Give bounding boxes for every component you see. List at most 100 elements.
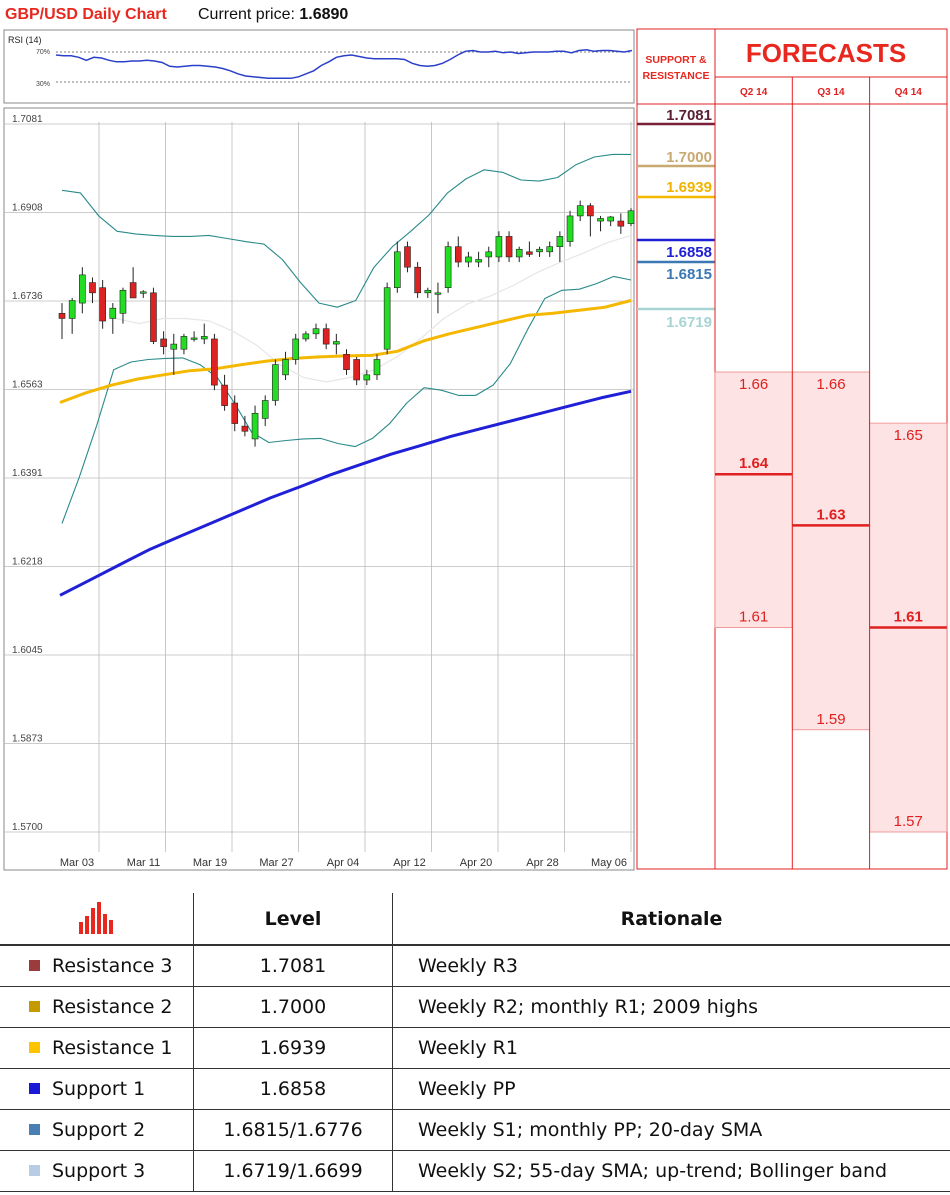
bar-chart-icon bbox=[78, 902, 113, 934]
current-price-value: 1.6890 bbox=[299, 6, 348, 23]
row-rationale: Weekly S1; monthly PP; 20-day SMA bbox=[392, 1109, 950, 1151]
sma-blue bbox=[59, 389, 632, 597]
candle-body bbox=[597, 218, 604, 222]
y-tick-label: 1.6563 bbox=[12, 380, 43, 391]
candle-body bbox=[272, 364, 279, 401]
table-row: Resistance 1 1.6939 Weekly R1 bbox=[0, 1027, 950, 1069]
candle-body bbox=[200, 336, 208, 340]
forecast-quarter-label: Q3 14 bbox=[817, 87, 845, 98]
rsi-70-label: 70% bbox=[36, 49, 50, 56]
level-label: 1.7081 bbox=[666, 107, 712, 124]
row-rationale: Weekly S2; 55-day SMA; up-trend; Bolling… bbox=[392, 1150, 950, 1192]
level-label: 1.6815 bbox=[666, 266, 712, 283]
table-row: Support 2 1.6815/1.6776 Weekly S1; month… bbox=[0, 1109, 950, 1151]
candle-body bbox=[475, 259, 482, 263]
legend-swatch bbox=[29, 1124, 40, 1135]
row-rationale: Weekly R2; monthly R1; 2009 highs bbox=[392, 986, 950, 1028]
rsi-30-label: 30% bbox=[36, 81, 50, 88]
candle-body bbox=[129, 282, 137, 299]
forecast-low: 1.59 bbox=[816, 711, 845, 728]
bar-chart-icon-cell bbox=[0, 893, 194, 946]
candle-body bbox=[414, 266, 421, 294]
candle-body bbox=[383, 287, 391, 350]
row-rationale: Weekly R1 bbox=[392, 1027, 950, 1069]
levels-table: Level Rationale Resistance 3 1.7081 Week… bbox=[0, 893, 950, 1192]
forecast-columns: 1.66 1.64 1.61 Q2 14 1.66 1.63 1.59 Q3 14 1.65 1.… bbox=[714, 77, 948, 869]
legend-swatch bbox=[29, 1165, 40, 1176]
forecast-range bbox=[714, 371, 793, 628]
forecast-quarter-label: Q2 14 bbox=[740, 87, 768, 98]
candle-body bbox=[546, 246, 554, 253]
row-name: Resistance 1 bbox=[52, 1037, 173, 1059]
x-tick-label: Mar 19 bbox=[193, 857, 227, 869]
candle-body bbox=[322, 328, 330, 345]
y-tick-label: 1.6908 bbox=[12, 203, 43, 214]
levels-header: SUPPORT & RESISTANCE bbox=[643, 54, 710, 82]
forecasts-title: FORECASTS bbox=[746, 38, 906, 68]
forecast-mid: 1.61 bbox=[894, 609, 923, 626]
y-tick-label: 1.5700 bbox=[12, 822, 43, 833]
level-label: 1.6939 bbox=[666, 179, 712, 196]
forecast-mid: 1.63 bbox=[816, 506, 845, 523]
candle-body bbox=[211, 338, 218, 386]
rsi-label: RSI (14) bbox=[8, 35, 42, 45]
candle-body bbox=[282, 359, 289, 376]
forecast-low: 1.61 bbox=[739, 609, 768, 626]
candle-body bbox=[261, 400, 269, 419]
row-rationale: Weekly R3 bbox=[392, 945, 950, 987]
candle-body bbox=[170, 343, 178, 350]
x-axis-labels: Mar 03 Mar 11 Mar 19 Mar 27 Apr 04 Apr 12 Apr … bbox=[60, 857, 627, 869]
candle-body bbox=[607, 216, 614, 222]
bollinger-middle-band bbox=[115, 234, 632, 383]
x-tick-label: Mar 03 bbox=[60, 857, 94, 869]
candle-body bbox=[343, 354, 350, 371]
x-tick-label: Mar 11 bbox=[127, 857, 160, 869]
forecast-range bbox=[791, 371, 870, 731]
candle-body bbox=[505, 236, 513, 258]
levels-table-header: Level Rationale bbox=[0, 893, 950, 946]
levels-list: 1.7081 1.7000 1.6939 1.6858 1.6815 1.6719 bbox=[637, 107, 715, 331]
row-level: 1.6939 bbox=[193, 1027, 393, 1069]
candle-body bbox=[394, 251, 401, 288]
row-level: 1.6719/1.6699 bbox=[193, 1150, 393, 1192]
current-price-label: Current price: 1.6890 bbox=[198, 6, 348, 23]
row-name: Resistance 3 bbox=[52, 955, 173, 977]
candle-body bbox=[434, 292, 442, 295]
candle-body bbox=[160, 338, 167, 347]
candle-body bbox=[119, 289, 127, 314]
candle-body bbox=[68, 300, 76, 319]
row-name: Support 1 bbox=[52, 1078, 146, 1100]
candle-body bbox=[302, 333, 310, 340]
candle-body bbox=[495, 236, 503, 258]
candle-body bbox=[231, 402, 239, 424]
forecast-quarter-label: Q4 14 bbox=[895, 87, 923, 98]
legend-swatch bbox=[29, 1083, 40, 1094]
chart-figure: GBP/USD Daily Chart Current price: 1.689… bbox=[3, 6, 948, 871]
candle-body bbox=[465, 256, 472, 263]
forecast-high: 1.66 bbox=[739, 376, 768, 393]
candle-body bbox=[109, 307, 117, 319]
bollinger-upper-band bbox=[61, 153, 631, 308]
candle-body bbox=[79, 274, 86, 304]
candle-body bbox=[424, 289, 432, 294]
chart-title: GBP/USD Daily Chart bbox=[5, 6, 167, 23]
x-tick-label: Apr 12 bbox=[393, 857, 425, 869]
candle-body bbox=[251, 412, 259, 440]
candle-body bbox=[139, 291, 147, 294]
candle-body bbox=[353, 359, 360, 381]
candle-body bbox=[150, 292, 157, 342]
candle-body bbox=[515, 248, 523, 258]
level-column-header: Level bbox=[193, 893, 393, 946]
table-row: Resistance 3 1.7081 Weekly R3 bbox=[0, 945, 950, 987]
candle-body bbox=[241, 425, 249, 432]
y-tick-label: 1.6045 bbox=[12, 645, 43, 656]
price-panel bbox=[3, 107, 635, 871]
candle-body bbox=[99, 287, 106, 322]
y-tick-label: 1.6736 bbox=[12, 291, 43, 302]
y-tick-label: 1.6218 bbox=[12, 557, 43, 568]
x-tick-label: Mar 27 bbox=[259, 857, 293, 869]
table-row: Support 1 1.6858 Weekly PP bbox=[0, 1068, 950, 1110]
y-tick-label: 1.5873 bbox=[12, 734, 43, 745]
candle-body bbox=[587, 205, 594, 217]
candle-body bbox=[617, 220, 625, 227]
